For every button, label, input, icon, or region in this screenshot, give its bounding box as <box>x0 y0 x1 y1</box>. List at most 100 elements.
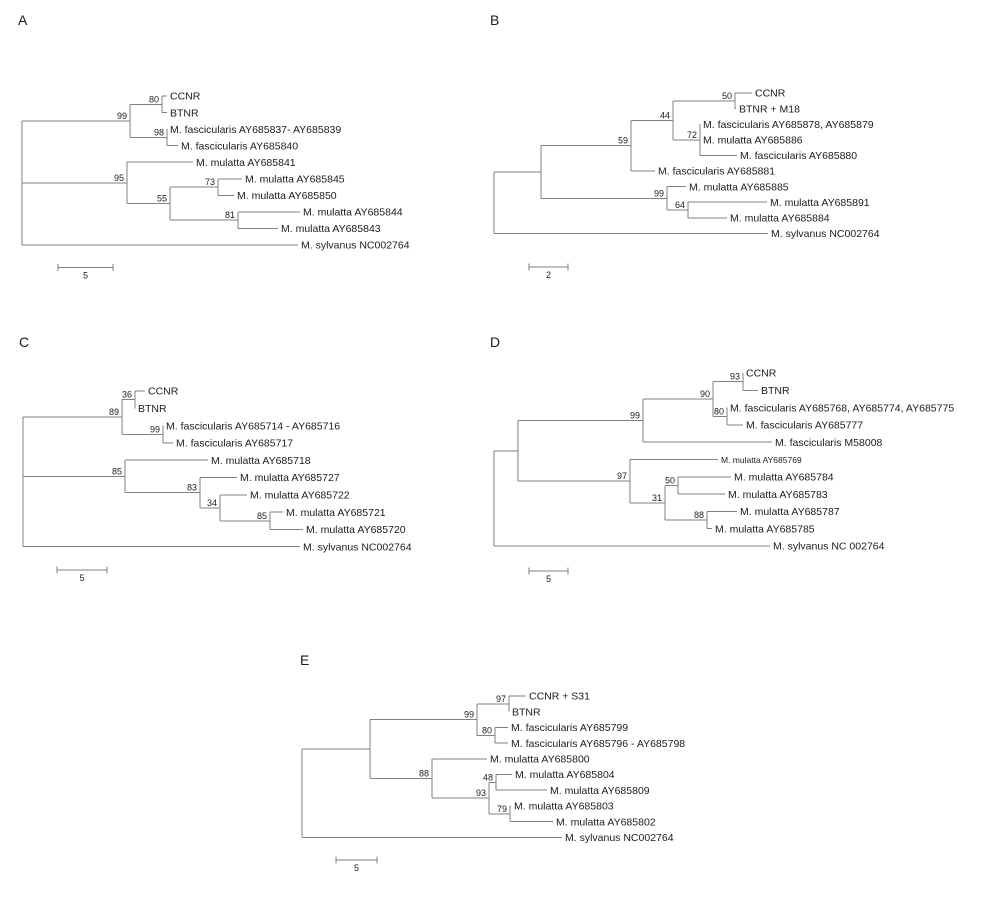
scale-bar-label: 5 <box>83 271 88 281</box>
taxon-label: M. fascicularis AY685714 - AY685716 <box>166 420 340 432</box>
support-value: 97 <box>617 471 627 481</box>
support-value: 64 <box>675 200 685 210</box>
panel-label: B <box>490 12 499 28</box>
taxon-label: M. mulatta AY685718 <box>211 455 311 467</box>
support-value: 72 <box>687 130 697 140</box>
taxon-label: M. mulatta AY685720 <box>306 524 406 536</box>
support-value: 36 <box>122 390 132 400</box>
taxon-label: M. mulatta AY685884 <box>730 213 830 225</box>
panel-A: A CCNR BTNR 80 M. fascicularis AY685837- AY6… <box>18 12 410 281</box>
scale-bar-label: 2 <box>546 270 551 280</box>
taxon-label: M. mulatta AY685785 <box>715 523 815 535</box>
taxon-label: CCNR <box>170 91 201 103</box>
taxon-label: M. mulatta AY685886 <box>703 135 803 147</box>
taxon-label: M. fascicularis AY685796 - AY685798 <box>511 738 685 750</box>
support-value: 99 <box>117 111 127 121</box>
taxon-label: M. fascicularis AY685799 <box>511 722 628 734</box>
support-value: 97 <box>496 694 506 704</box>
taxon-label: M. sylvanus NC002764 <box>565 832 674 844</box>
taxon-label: M. fascicularis AY685717 <box>176 438 293 450</box>
taxon-label: M. sylvanus NC 002764 <box>773 541 885 553</box>
support-value: 73 <box>205 177 215 187</box>
taxon-label: M. mulatta AY685891 <box>770 197 870 209</box>
support-value: 93 <box>476 788 486 798</box>
taxon-label: M. fascicularis AY685837- AY685839 <box>170 124 341 136</box>
support-value: 99 <box>464 710 474 720</box>
taxon-label: BTNR <box>512 706 541 718</box>
taxon-label: M. mulatta AY685783 <box>728 489 828 501</box>
support-value: 31 <box>652 493 662 503</box>
support-value: 80 <box>149 94 159 104</box>
support-value: 44 <box>660 110 670 120</box>
taxon-label: BTNR <box>138 403 167 415</box>
support-value: 79 <box>497 804 507 814</box>
support-value: 59 <box>618 136 628 146</box>
support-value: 85 <box>257 511 267 521</box>
scale-bar-label: 5 <box>79 573 84 583</box>
panel-label: E <box>300 652 309 668</box>
support-value: 99 <box>654 188 664 198</box>
taxon-label: M. fascicularis AY685768, AY685774, AY68… <box>730 402 954 414</box>
taxon-label: M. sylvanus NC002764 <box>303 541 412 553</box>
panel-D: D CCNR BTNR 93 M. fascicularis AY685768, AY6… <box>490 334 954 584</box>
taxon-label: CCNR <box>148 386 179 398</box>
taxon-label: M. mulatta AY685803 <box>514 801 614 813</box>
support-value: 80 <box>482 725 492 735</box>
support-value: 88 <box>694 510 704 520</box>
scale-bar-label: 5 <box>354 863 359 873</box>
taxon-label: M. fascicularis AY685878, AY685879 <box>703 119 874 131</box>
support-value: 83 <box>187 483 197 493</box>
taxon-label: BTNR + M18 <box>739 103 800 115</box>
support-value: 50 <box>665 475 675 485</box>
panel-E: E CCNR + S31 BTNR 97 M. fascicularis AY68579… <box>300 652 685 873</box>
support-value: 99 <box>630 411 640 421</box>
taxon-label: M. mulatta AY685727 <box>240 472 340 484</box>
support-value: 89 <box>109 407 119 417</box>
taxon-label: M. mulatta AY685721 <box>286 507 386 519</box>
taxon-label: BTNR <box>170 107 199 119</box>
support-value: 81 <box>225 210 235 220</box>
taxon-label: M. mulatta AY685722 <box>250 490 350 502</box>
taxon-label: M. fascicularis AY685840 <box>181 140 298 152</box>
panel-label: C <box>19 334 29 350</box>
support-value: 88 <box>419 768 429 778</box>
support-value: 34 <box>207 498 217 508</box>
taxon-label: M. mulatta AY685885 <box>689 181 789 193</box>
panel-C: C CCNR BTNR 36 M. fascicularis AY685714 - AY… <box>19 334 412 583</box>
taxon-label: M. mulatta AY685800 <box>490 754 590 766</box>
support-value: 95 <box>114 173 124 183</box>
support-value: 80 <box>714 406 724 416</box>
taxon-label: M. mulatta AY685784 <box>734 472 834 484</box>
taxon-label: M. mulatta AY685841 <box>196 157 296 169</box>
support-value: 50 <box>722 91 732 101</box>
support-value: 55 <box>157 194 167 204</box>
taxon-label: M. sylvanus NC002764 <box>301 240 410 252</box>
support-value: 48 <box>483 772 493 782</box>
support-value: 85 <box>112 466 122 476</box>
panel-B: B CCNR BTNR + M18 50 M. fascicularis AY68587… <box>490 12 880 280</box>
support-value: 99 <box>150 424 160 434</box>
taxon-label: CCNR <box>746 368 777 380</box>
taxon-label: M. mulatta AY685844 <box>303 207 403 219</box>
taxon-label: M. mulatta AY685802 <box>556 816 656 828</box>
taxon-label: CCNR <box>755 88 786 100</box>
panel-label: D <box>490 334 500 350</box>
taxon-label: M. mulatta AY685845 <box>245 173 345 185</box>
taxon-label: M. sylvanus NC002764 <box>771 228 880 240</box>
taxon-label: M. fascicularis AY685881 <box>658 166 775 178</box>
panel-label: A <box>18 12 28 28</box>
taxon-label: M. mulatta AY685804 <box>515 769 615 781</box>
taxon-label: BTNR <box>761 385 790 397</box>
taxon-label: M. mulatta AY685769 <box>721 455 802 465</box>
taxon-label: CCNR + S31 <box>529 691 590 703</box>
taxon-label: M. fascicularis AY685777 <box>746 420 863 432</box>
taxon-label: M. mulatta AY685850 <box>237 190 337 202</box>
support-value: 93 <box>730 372 740 382</box>
support-value: 98 <box>154 127 164 137</box>
taxon-label: M. mulatta AY685843 <box>281 223 381 235</box>
taxon-label: M. mulatta AY685787 <box>740 506 840 518</box>
taxon-label: M. fascicularis M58008 <box>775 437 883 449</box>
taxon-label: M. mulatta AY685809 <box>550 785 650 797</box>
taxon-label: M. fascicularis AY685880 <box>740 150 857 162</box>
